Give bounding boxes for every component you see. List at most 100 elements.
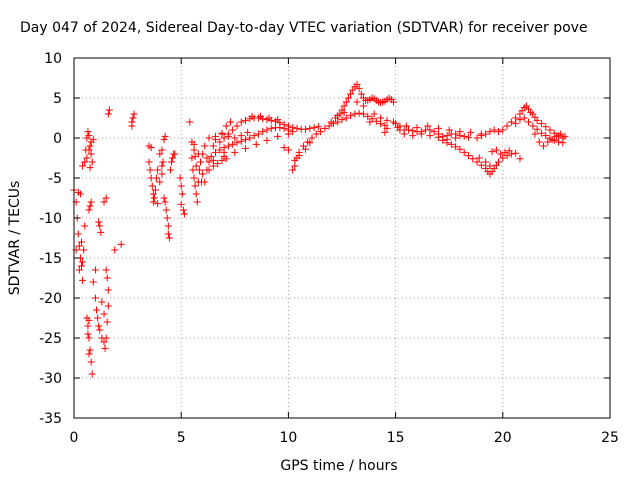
data-point — [501, 148, 509, 156]
data-point — [191, 152, 199, 160]
data-point — [146, 166, 154, 174]
data-point — [265, 114, 273, 122]
data-point — [212, 148, 220, 156]
data-point — [267, 124, 275, 132]
data-point — [88, 370, 96, 378]
x-tick-label: 0 — [70, 430, 79, 446]
data-point — [85, 350, 93, 358]
data-point — [85, 206, 93, 214]
data-point — [520, 114, 528, 122]
data-point — [477, 161, 485, 169]
data-point — [274, 116, 282, 124]
data-point — [161, 132, 169, 140]
series-arc-10-14h-rise — [289, 109, 389, 174]
data-point — [224, 142, 232, 150]
data-point — [516, 155, 524, 163]
data-point — [364, 112, 372, 120]
data-point — [178, 190, 186, 198]
data-point — [74, 188, 82, 196]
data-point — [473, 134, 481, 142]
data-point — [559, 139, 567, 147]
data-point — [430, 128, 438, 136]
data-point — [84, 330, 92, 338]
data-point — [147, 144, 155, 152]
data-point — [102, 334, 110, 342]
data-point — [87, 150, 95, 158]
data-point — [104, 302, 112, 310]
data-point — [111, 246, 119, 254]
data-point — [447, 140, 455, 148]
data-point — [464, 152, 472, 160]
data-point — [291, 156, 299, 164]
data-point — [492, 146, 500, 154]
data-point — [488, 148, 496, 156]
data-point — [199, 150, 207, 158]
y-tick-label: -35 — [39, 411, 62, 427]
y-tick-label: -25 — [39, 331, 62, 347]
data-point — [537, 120, 545, 128]
data-point — [389, 98, 397, 106]
data-point — [224, 130, 232, 138]
data-point — [227, 118, 235, 126]
data-point — [145, 158, 153, 166]
data-point — [100, 338, 108, 346]
data-point — [212, 136, 220, 144]
series-arc-early-4 — [89, 106, 125, 352]
data-point — [237, 118, 245, 126]
data-point — [158, 162, 166, 170]
data-point — [159, 158, 167, 166]
y-tick-label: -30 — [39, 371, 62, 387]
data-point — [242, 116, 250, 124]
data-point — [103, 318, 111, 326]
data-point — [78, 262, 86, 270]
y-axis-title: SDTVAR / TECUs — [7, 181, 23, 296]
data-point — [164, 230, 172, 238]
data-point — [555, 138, 563, 146]
data-point — [302, 125, 310, 133]
data-point — [531, 130, 539, 138]
data-point — [87, 198, 95, 206]
data-point — [512, 149, 520, 157]
data-point — [79, 258, 87, 266]
data-point — [495, 158, 503, 166]
data-point — [86, 346, 94, 354]
data-point — [102, 194, 110, 202]
data-point — [191, 182, 199, 190]
data-point — [196, 158, 204, 166]
data-point — [469, 155, 477, 163]
data-point — [199, 170, 207, 178]
data-point — [535, 138, 543, 146]
data-point — [177, 200, 185, 208]
axis-ticks: 0 5 10 15 20 25 10 5 0 -5 -10 -15 -20 -25 -30 -35 — [39, 51, 619, 446]
data-point — [156, 178, 164, 186]
data-point — [89, 278, 97, 286]
data-point — [91, 294, 99, 302]
data-point — [512, 120, 520, 128]
data-point — [400, 130, 408, 138]
data-point — [434, 124, 442, 132]
data-point — [542, 132, 550, 140]
data-point — [85, 316, 93, 324]
data-point — [443, 139, 451, 147]
data-point — [452, 143, 460, 151]
data-point — [353, 98, 361, 106]
data-point — [164, 222, 172, 230]
y-tick-label: -10 — [39, 211, 62, 227]
data-point — [280, 120, 288, 128]
data-point — [85, 334, 93, 342]
data-point — [392, 120, 400, 128]
data-point — [203, 154, 211, 162]
data-point — [284, 130, 292, 138]
data-point — [351, 110, 359, 118]
data-point — [370, 110, 378, 118]
data-point — [505, 147, 513, 155]
data-point — [128, 122, 136, 130]
data-point — [490, 126, 498, 134]
y-tick-label: 5 — [53, 91, 62, 107]
data-point — [561, 132, 569, 140]
data-point — [177, 182, 185, 190]
data-point — [207, 152, 215, 160]
data-point — [486, 162, 494, 170]
data-point — [377, 114, 385, 122]
data-point — [439, 136, 447, 144]
